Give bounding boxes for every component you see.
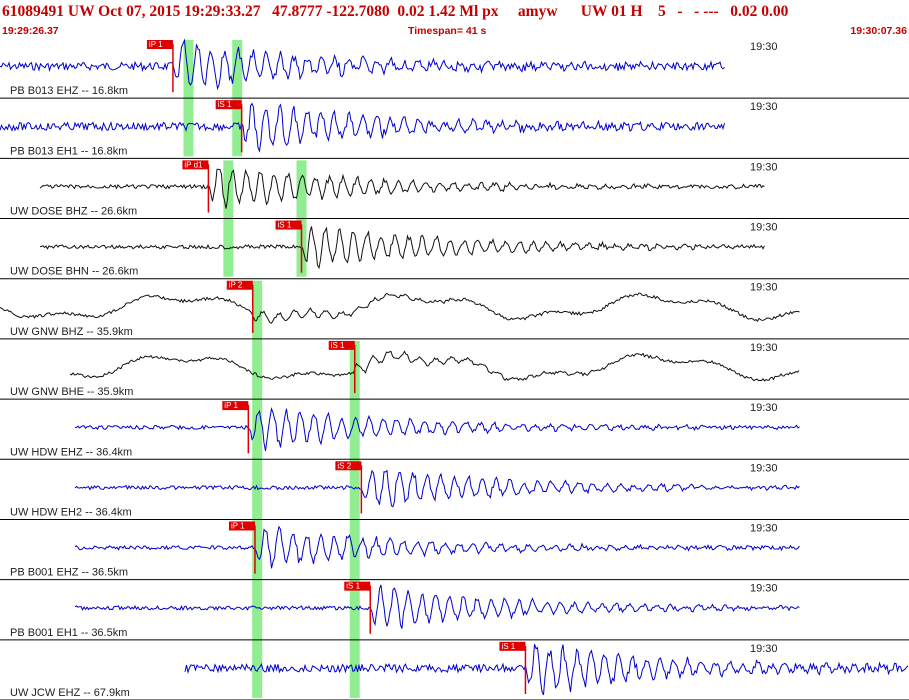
trace-5 [69,350,800,382]
time-tick-label: 19:30 [750,161,778,173]
trace-1 [0,102,725,153]
header: 61089491 UW Oct 07, 2015 19:29:33.27 47.… [0,0,909,38]
channel-label: UW DOSE BHZ -- 26.6km [10,206,137,218]
pick-label: iP 2 [229,281,243,290]
pick-flag [226,280,253,290]
trace-3 [39,226,765,270]
channel-label: UW GNW BHZ -- 35.9km [10,326,133,338]
channel-label: PB B001 EH1 -- 36.5km [10,627,127,639]
start-time: 19:29:26.37 [2,25,59,37]
time-tick-label: 19:30 [750,101,778,113]
pick-flag [182,160,209,170]
pick-label: iP 1 [149,40,163,49]
highlight-band [252,280,263,698]
pick-label: iS 2 [337,461,351,470]
pick-label: iS 1 [346,582,360,591]
pick-label: iS 1 [278,221,292,230]
time-tick-label: 19:30 [750,462,778,474]
trace-4 [0,292,800,324]
pick-flag [146,40,173,49]
pick-flag [222,401,249,411]
time-tick-label: 19:30 [750,522,778,534]
channel-label: UW GNW BHE -- 35.9km [10,386,133,398]
time-tick-label: 19:30 [750,41,778,53]
pick-flag [215,100,242,110]
timespan: Timespan= 41 s [408,25,487,37]
trace-9 [74,584,800,629]
pick-label: iS 1 [218,100,232,109]
time-tick-label: 19:30 [750,282,778,294]
seismogram-plot: iP 1 PB B013 EHZ -- 16.8km 19:30 iS 1 PB B01… [0,38,909,700]
trace-10 [184,643,909,696]
pick-flag [499,641,526,651]
pick-flag [328,340,355,350]
pick-label: iP 1 [231,521,245,530]
channel-label: PB B013 EHZ -- 16.8km [10,85,128,97]
pick-label: iS 1 [331,341,345,350]
time-tick-label: 19:30 [750,402,778,414]
pick-label: iP 1 [224,401,238,410]
channel-label: UW HDW EHZ -- 36.4km [10,446,132,458]
pick-label: iS 1 [501,642,515,651]
trace-8 [74,525,800,569]
channel-label: UW DOSE BHN -- 26.6km [10,266,138,278]
channel-label: PB B013 EH1 -- 16.8km [10,145,127,157]
trace-7 [74,469,800,508]
pick-flag [344,581,371,591]
time-tick-label: 19:30 [750,342,778,354]
time-tick-label: 19:30 [750,583,778,595]
time-tick-label: 19:30 [750,643,778,655]
trace-2 [39,168,765,209]
trace-6 [74,407,800,451]
time-tick-label: 19:30 [750,222,778,234]
pick-flag [275,220,302,230]
end-time: 19:30:07.36 [850,25,907,37]
channel-label: UW JCW EHZ -- 67.9km [10,687,130,699]
pick-flag [228,521,255,531]
pick-label: iP d1 [184,160,203,169]
trace-0 [0,38,725,91]
channel-label: UW HDW EH2 -- 36.4km [10,506,132,518]
channel-label: PB B001 EHZ -- 36.5km [10,567,128,579]
pick-flag [335,461,362,471]
event-title: 61089491 UW Oct 07, 2015 19:29:33.27 47.… [2,3,789,20]
